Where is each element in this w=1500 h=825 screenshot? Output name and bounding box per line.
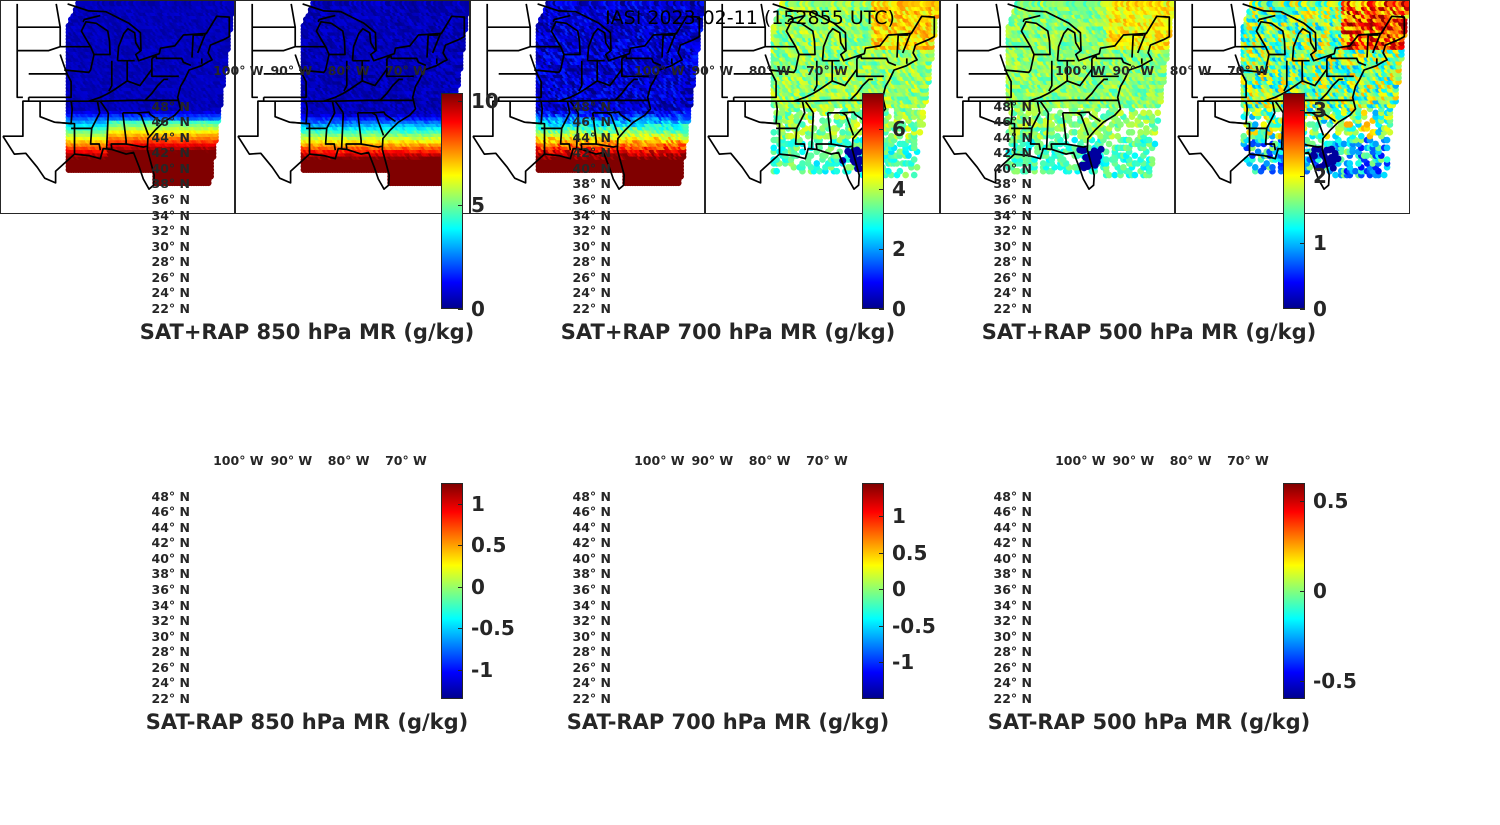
lat-tick-label: 38° N bbox=[151, 176, 190, 192]
lat-tick-label: 36° N bbox=[151, 192, 190, 208]
lat-tick-label: 48° N bbox=[151, 98, 190, 114]
figure-title: IASI 2023-02-11 (152855 UTC) bbox=[605, 7, 895, 29]
lat-tick-label: 42° N bbox=[151, 145, 190, 161]
lat-tick-label: 36° N bbox=[572, 192, 611, 208]
lon-tick-label: 80° W bbox=[748, 63, 791, 78]
panel-label: SAT+RAP 850 hPa MR (g/kg) bbox=[139, 320, 475, 344]
lat-tick-label: 44° N bbox=[572, 129, 611, 145]
lat-tick-label: 22° N bbox=[151, 301, 190, 316]
lat-tick-label: 26° N bbox=[572, 269, 611, 285]
lon-tick-label: 90° W bbox=[691, 63, 734, 78]
lat-tick-label: 24° N bbox=[572, 285, 611, 301]
lat-tick-label: 28° N bbox=[151, 254, 190, 270]
swath-points bbox=[65, 0, 235, 187]
lon-tick-label: 100° W bbox=[213, 63, 264, 78]
lat-tick-label: 22° N bbox=[572, 301, 611, 316]
boundary-line bbox=[28, 54, 68, 75]
boundary-line bbox=[28, 73, 72, 99]
lon-tick-label: 90° W bbox=[270, 63, 313, 78]
lat-tick-label: 24° N bbox=[151, 285, 190, 301]
lat-tick-label: 46° N bbox=[572, 114, 611, 130]
colorbar-tick-mark bbox=[458, 205, 463, 207]
lat-tick-label: 34° N bbox=[572, 207, 611, 223]
lat-tick-label: 38° N bbox=[572, 176, 611, 192]
lon-tick-label: 100° W bbox=[634, 63, 685, 78]
lat-tick-label: 30° N bbox=[572, 238, 611, 254]
lat-tick-label: 28° N bbox=[572, 254, 611, 270]
figure: 100° W 90° W 80° W 70° W 48° N 46° N 44° N 42° … bbox=[0, 0, 1500, 734]
lat-tick-label: 46° N bbox=[151, 114, 190, 130]
colorbar-tick-mark bbox=[458, 101, 463, 103]
colorbar-tick-label: 0 bbox=[471, 297, 485, 321]
lat-tick-label: 32° N bbox=[572, 223, 611, 239]
map-axes bbox=[0, 0, 235, 214]
lat-tick-label: 42° N bbox=[572, 145, 611, 161]
lat-tick-label: 34° N bbox=[151, 207, 190, 223]
lat-tick-label: 26° N bbox=[151, 269, 190, 285]
lat-tick-label: 44° N bbox=[151, 129, 190, 145]
lon-tick-label: 70° W bbox=[385, 63, 427, 78]
lat-tick-label: 30° N bbox=[151, 238, 190, 254]
boundary-line bbox=[22, 97, 30, 103]
boundary-line bbox=[2, 100, 76, 184]
lat-tick-label: 40° N bbox=[572, 160, 611, 176]
lat-tick-label: 40° N bbox=[151, 160, 190, 176]
lat-tick-label: 48° N bbox=[572, 98, 611, 114]
colorbar-tick-label: 5 bbox=[471, 193, 485, 218]
lat-tick-label: 32° N bbox=[151, 223, 190, 239]
colorbar-tick-label: 10 bbox=[471, 89, 499, 114]
lon-tick-label: 70° W bbox=[806, 63, 848, 78]
colorbar bbox=[441, 93, 463, 309]
map-axes bbox=[235, 0, 470, 214]
colorbar-tick-mark bbox=[458, 309, 463, 310]
lon-tick-label: 80° W bbox=[327, 63, 370, 78]
